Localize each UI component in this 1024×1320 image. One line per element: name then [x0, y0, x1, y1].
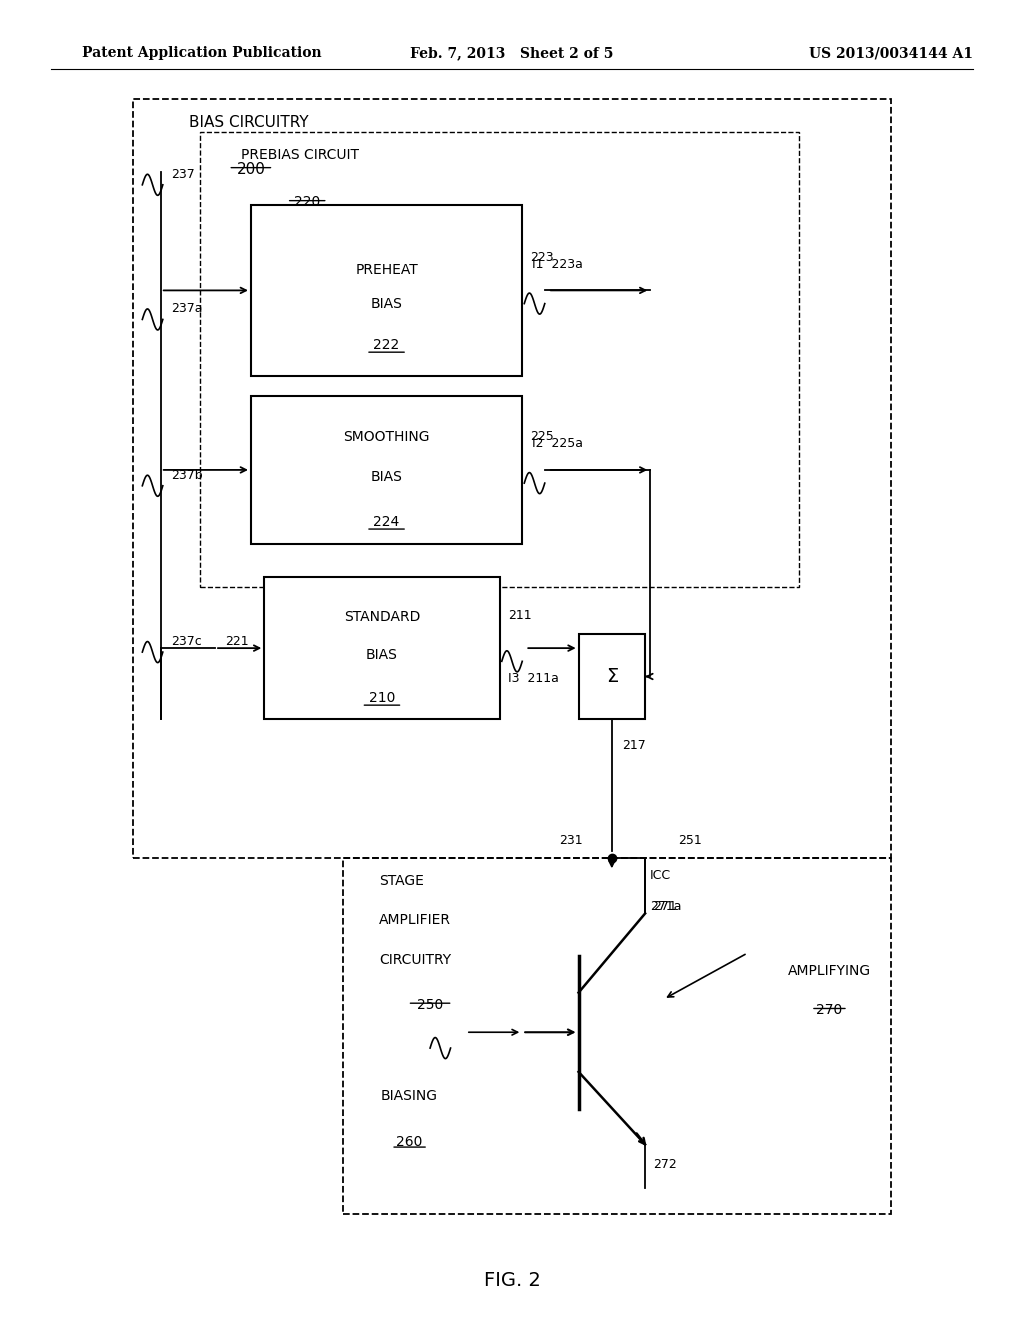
Text: Feb. 7, 2013   Sheet 2 of 5: Feb. 7, 2013 Sheet 2 of 5: [411, 46, 613, 61]
Text: BIAS: BIAS: [366, 648, 398, 663]
Text: BIAS CIRCUITRY: BIAS CIRCUITRY: [189, 115, 309, 129]
Bar: [133, 99, 891, 858]
Text: 237: 237: [171, 168, 195, 181]
Text: BIAS: BIAS: [371, 297, 402, 312]
Text: Patent Application Publication: Patent Application Publication: [82, 46, 322, 61]
Text: Σ: Σ: [606, 667, 617, 686]
Text: 251: 251: [678, 834, 702, 847]
Text: 250: 250: [417, 998, 443, 1012]
Text: I2  225a: I2 225a: [532, 437, 584, 450]
Text: 260: 260: [396, 1135, 423, 1148]
Bar: [251, 396, 522, 544]
Bar: [579, 634, 645, 719]
Text: BIASING: BIASING: [381, 1089, 438, 1102]
Text: SMOOTHING: SMOOTHING: [343, 430, 430, 445]
Text: 237b: 237b: [171, 469, 203, 482]
Text: 222: 222: [374, 338, 399, 352]
Text: FIG. 2: FIG. 2: [483, 1271, 541, 1290]
Text: 270: 270: [816, 1003, 843, 1018]
Text: 210: 210: [369, 690, 395, 705]
Text: AMPLIFYING: AMPLIFYING: [787, 964, 871, 978]
Text: 271a: 271a: [650, 900, 682, 913]
Text: I3  211a: I3 211a: [508, 672, 559, 685]
Text: 271: 271: [653, 900, 677, 913]
Bar: [200, 132, 799, 587]
Text: 225: 225: [530, 430, 554, 444]
Text: 211: 211: [508, 609, 531, 622]
Text: US 2013/0034144 A1: US 2013/0034144 A1: [809, 46, 973, 61]
Bar: [343, 858, 891, 1214]
Text: 220: 220: [294, 195, 321, 210]
Text: 231: 231: [559, 834, 583, 847]
Bar: [264, 577, 500, 719]
Text: PREBIAS CIRCUIT: PREBIAS CIRCUIT: [241, 148, 358, 162]
Text: STANDARD: STANDARD: [344, 610, 420, 624]
Text: 217: 217: [622, 739, 646, 752]
Text: 221: 221: [225, 635, 249, 648]
Text: BIAS: BIAS: [371, 470, 402, 484]
Bar: [251, 205, 522, 376]
Text: 272: 272: [653, 1158, 677, 1171]
Text: AMPLIFIER: AMPLIFIER: [379, 913, 451, 928]
Text: PREHEAT: PREHEAT: [355, 263, 418, 277]
Text: CIRCUITRY: CIRCUITRY: [379, 953, 451, 968]
Text: 200: 200: [237, 162, 265, 177]
Text: ICC: ICC: [650, 869, 672, 882]
Text: I1  223a: I1 223a: [532, 257, 584, 271]
Text: 223: 223: [530, 251, 554, 264]
Text: 237c: 237c: [171, 635, 202, 648]
Text: 224: 224: [374, 515, 399, 529]
Text: 237a: 237a: [171, 302, 203, 315]
Text: STAGE: STAGE: [379, 874, 424, 888]
